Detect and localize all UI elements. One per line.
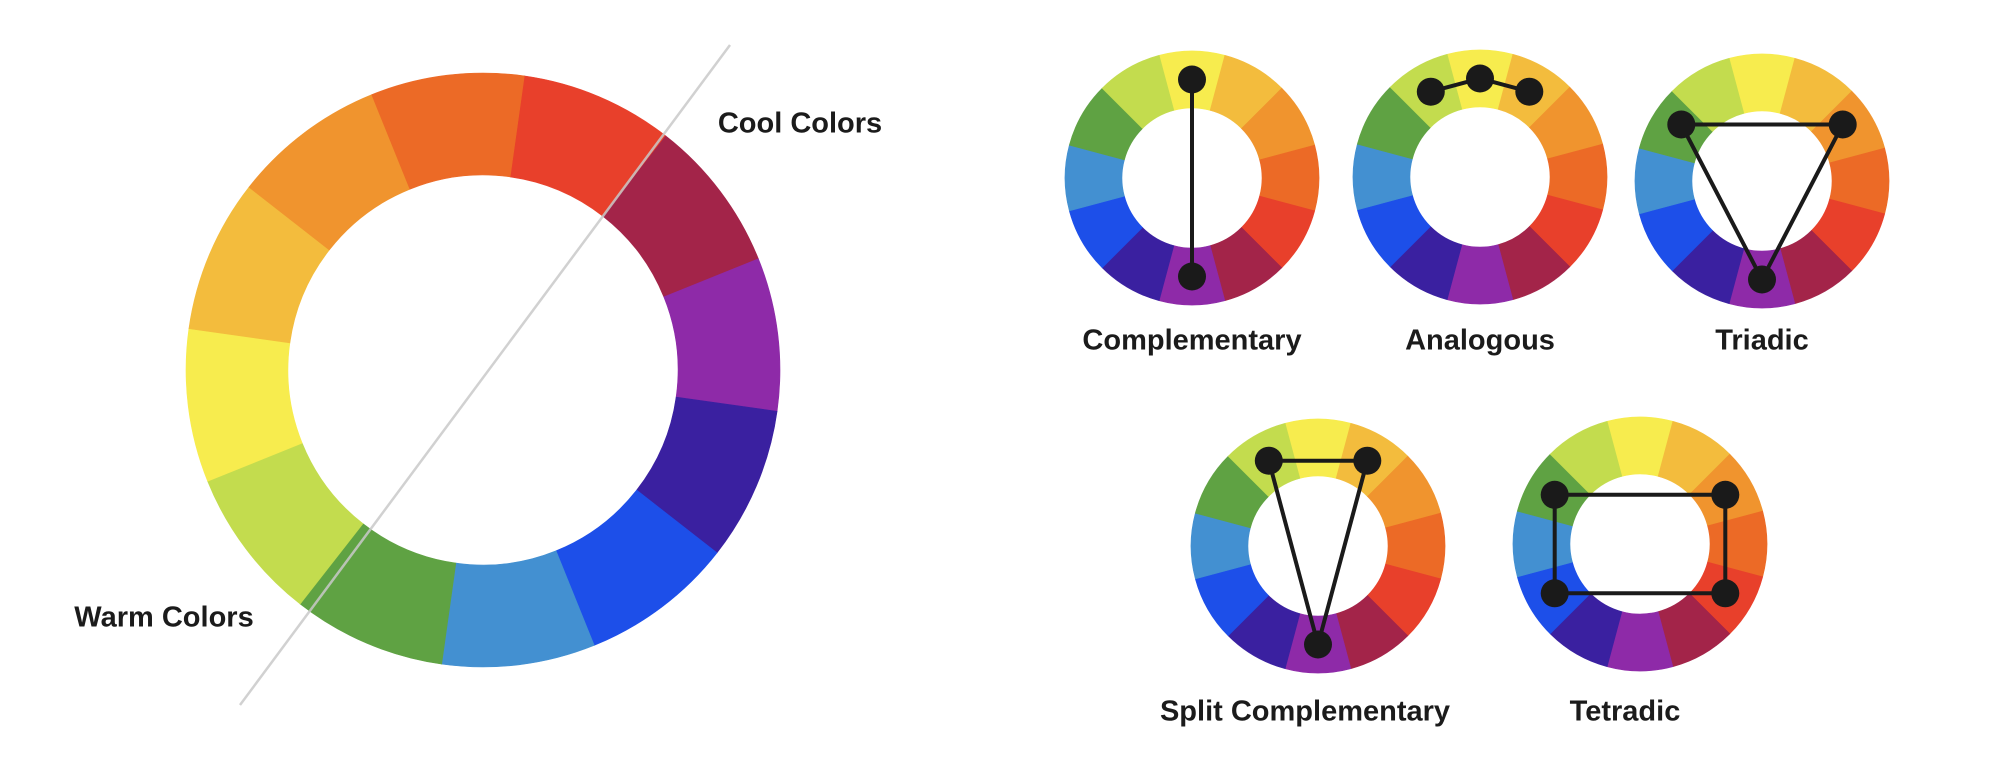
harmony-label-analogous: Analogous <box>1405 324 1555 357</box>
wheel-segment-yellow-green <box>1101 54 1175 129</box>
harmony-label-split-complementary: Split Complementary <box>1159 695 1451 728</box>
warm-colors-label: Warm Colors <box>74 601 254 634</box>
wheel-segment-vermillion <box>371 72 525 190</box>
wheel-segment-yellow-green <box>1549 420 1623 495</box>
harmony-label-complementary: Complementary <box>1082 324 1302 357</box>
harmony-dot <box>1748 265 1776 294</box>
harmony-dot <box>1711 579 1740 608</box>
harmony-dot <box>1515 77 1544 106</box>
harmony-dot <box>1540 480 1569 509</box>
harmony-dot <box>1711 480 1740 509</box>
main-color-wheel <box>185 72 781 668</box>
harmony-wheel-triadic <box>1634 53 1890 309</box>
harmony-label-tetradic: Tetradic <box>1569 695 1681 728</box>
harmony-dot <box>1304 630 1332 659</box>
harmony-dot <box>1178 262 1206 291</box>
harmony-dot <box>1828 110 1857 139</box>
harmony-dot <box>1416 77 1445 106</box>
harmony-dot <box>1178 65 1206 94</box>
harmony-connector-tetradic <box>1552 492 1728 596</box>
harmony-connector-split-complementary <box>1266 458 1370 653</box>
cool-colors-label: Cool Colors <box>717 107 883 140</box>
harmony-connector-triadic <box>1678 122 1846 284</box>
harmony-dot <box>1667 110 1696 139</box>
harmony-wheel-tetradic <box>1512 416 1768 672</box>
harmony-label-triadic: Triadic <box>1715 324 1809 357</box>
harmony-wheel-split-complementary <box>1190 418 1446 674</box>
harmony-wheel-analogous <box>1352 49 1608 305</box>
harmony-dot <box>1353 446 1382 475</box>
harmony-wheel-complementary <box>1064 50 1320 306</box>
harmony-dot <box>1466 64 1494 93</box>
harmony-dot <box>1254 446 1283 475</box>
harmony-dot <box>1540 579 1569 608</box>
warm-cool-divider-line <box>238 44 732 706</box>
